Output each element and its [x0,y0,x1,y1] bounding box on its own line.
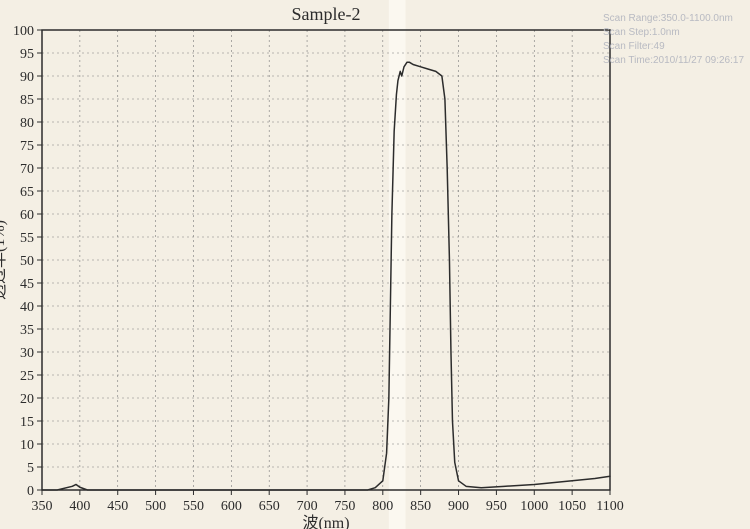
x-tick-label: 950 [486,499,507,514]
y-tick-label: 10 [20,438,34,453]
x-tick-label: 900 [448,499,469,514]
y-axis-label: 透过率(1%) [0,220,8,300]
meta-line: Scan Time:2010/11/27 09:26:17 [603,54,744,68]
y-tick-label: 0 [27,484,34,499]
x-axis-label: 波(nm) [302,514,349,529]
y-tick-label: 60 [20,208,34,223]
y-tick-label: 15 [20,415,34,430]
y-tick-label: 65 [20,185,34,200]
chart-title: Sample-2 [292,4,361,24]
scan-metadata: Scan Range:350.0-1100.0nmScan Step:1.0nm… [603,12,744,68]
y-tick-label: 40 [20,300,34,315]
x-tick-label: 1000 [520,499,548,514]
y-tick-label: 80 [20,116,34,131]
y-tick-label: 25 [20,369,34,384]
y-tick-label: 55 [20,231,34,246]
x-tick-label: 650 [259,499,280,514]
y-tick-label: 70 [20,162,34,177]
x-tick-label: 400 [69,499,90,514]
y-tick-label: 90 [20,70,34,85]
y-tick-label: 35 [20,323,34,338]
page-root: 3504004505005506006507007508008509009501… [0,0,750,529]
y-tick-label: 50 [20,254,34,269]
x-tick-label: 550 [183,499,204,514]
x-tick-label: 700 [297,499,318,514]
y-tick-label: 85 [20,93,34,108]
x-tick-label: 450 [107,499,128,514]
x-tick-label: 850 [410,499,431,514]
meta-line: Scan Filter:49 [603,40,744,54]
y-tick-label: 20 [20,392,34,407]
x-tick-label: 350 [32,499,53,514]
y-tick-label: 30 [20,346,34,361]
x-tick-label: 1050 [558,499,586,514]
meta-line: Scan Range:350.0-1100.0nm [603,12,744,26]
y-tick-label: 95 [20,47,34,62]
x-tick-label: 600 [221,499,242,514]
y-tick-label: 45 [20,277,34,292]
y-tick-label: 100 [13,24,34,39]
x-tick-label: 750 [334,499,355,514]
x-tick-label: 1100 [596,499,623,514]
spectrum-chart: 3504004505005506006507007508008509009501… [0,0,750,529]
y-tick-label: 75 [20,139,34,154]
x-tick-label: 800 [372,499,393,514]
y-tick-label: 5 [27,461,34,476]
x-tick-label: 500 [145,499,166,514]
meta-line: Scan Step:1.0nm [603,26,744,40]
